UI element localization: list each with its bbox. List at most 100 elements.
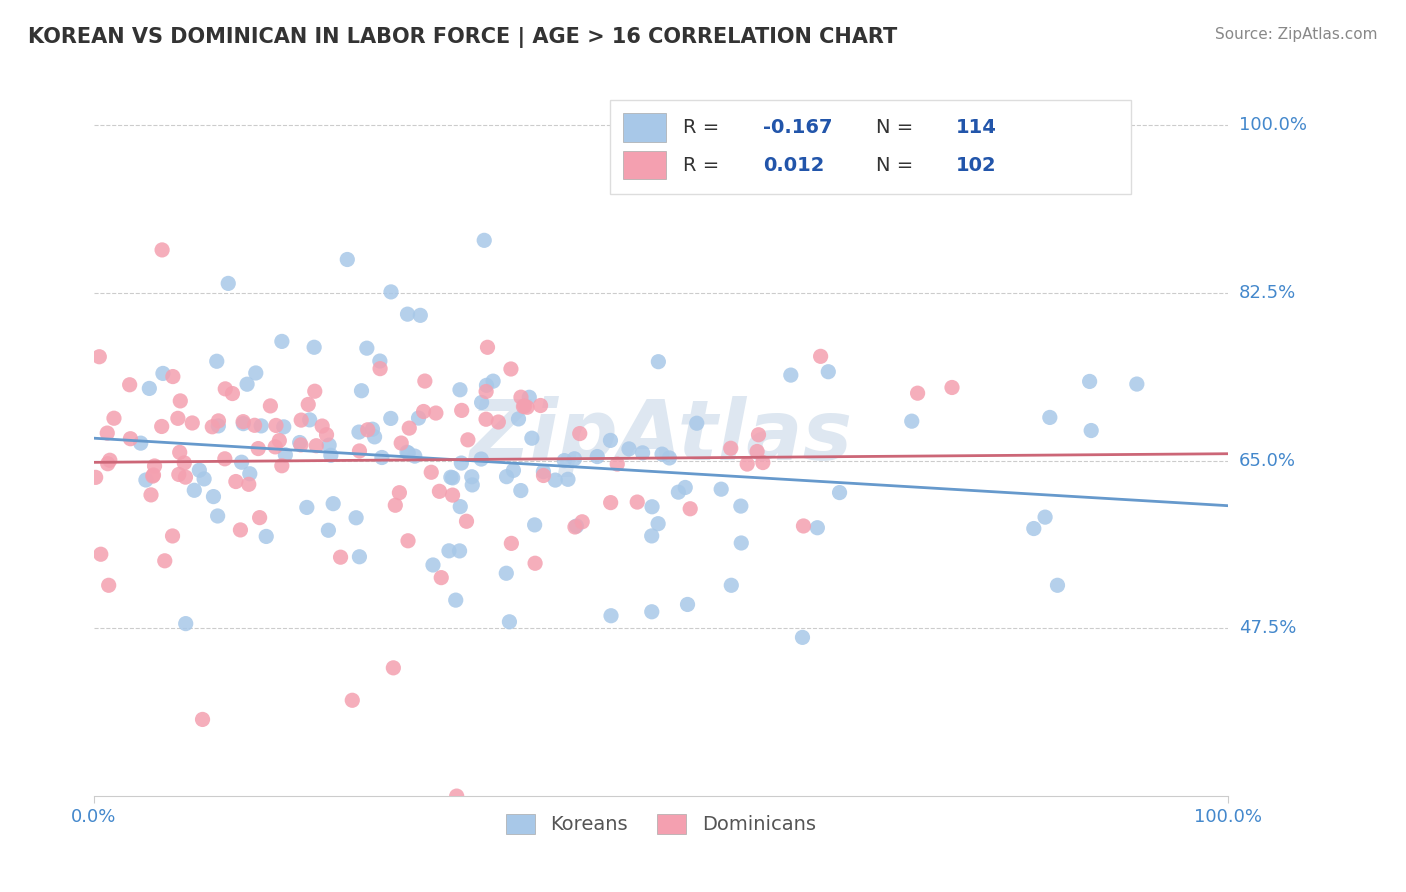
Point bbox=[295, 500, 318, 515]
Point bbox=[181, 416, 204, 430]
Text: 100.0%: 100.0% bbox=[1239, 116, 1306, 135]
Point bbox=[502, 463, 524, 477]
Point bbox=[501, 536, 523, 550]
Point bbox=[207, 508, 229, 523]
Point bbox=[304, 384, 326, 399]
Point bbox=[475, 378, 498, 392]
Point bbox=[143, 458, 166, 473]
Point bbox=[792, 519, 814, 533]
Point bbox=[336, 252, 359, 267]
Legend: Koreans, Dominicans: Koreans, Dominicans bbox=[496, 804, 825, 844]
FancyBboxPatch shape bbox=[610, 101, 1132, 194]
Point bbox=[356, 341, 378, 355]
Point bbox=[401, 804, 423, 818]
Point bbox=[191, 713, 214, 727]
Point bbox=[368, 354, 391, 368]
Point bbox=[269, 434, 291, 448]
Point bbox=[232, 417, 254, 431]
Point bbox=[529, 399, 551, 413]
Point bbox=[174, 616, 197, 631]
Point bbox=[586, 450, 609, 464]
Point bbox=[517, 390, 540, 404]
Point bbox=[349, 549, 371, 564]
Point bbox=[564, 451, 586, 466]
Point bbox=[90, 547, 112, 561]
Point bbox=[710, 482, 733, 496]
Point bbox=[214, 451, 236, 466]
Point bbox=[342, 693, 364, 707]
Text: 0.012: 0.012 bbox=[762, 155, 824, 175]
Point bbox=[368, 361, 391, 376]
Point bbox=[250, 418, 273, 433]
Point bbox=[349, 444, 371, 458]
Point bbox=[641, 605, 664, 619]
Point bbox=[631, 446, 654, 460]
Point bbox=[167, 467, 190, 482]
Point bbox=[544, 473, 567, 487]
Point bbox=[329, 550, 352, 565]
Point bbox=[398, 421, 420, 435]
Point bbox=[264, 440, 287, 454]
Point bbox=[413, 374, 436, 388]
Point bbox=[1080, 424, 1102, 438]
Point bbox=[142, 468, 165, 483]
Point bbox=[651, 447, 673, 461]
Point bbox=[214, 382, 236, 396]
Point bbox=[207, 418, 229, 433]
Text: R =: R = bbox=[683, 155, 733, 175]
Point bbox=[600, 608, 623, 623]
Point bbox=[666, 485, 689, 500]
Point bbox=[673, 480, 696, 494]
Point bbox=[162, 529, 184, 543]
Point bbox=[236, 377, 259, 392]
Point bbox=[441, 471, 464, 485]
Point bbox=[315, 427, 337, 442]
Point bbox=[512, 400, 534, 414]
Point bbox=[676, 598, 699, 612]
Point bbox=[531, 465, 554, 479]
Point bbox=[720, 578, 742, 592]
Point bbox=[225, 475, 247, 489]
Point bbox=[510, 390, 533, 404]
Point bbox=[475, 384, 498, 399]
Point bbox=[449, 500, 471, 514]
Point bbox=[471, 395, 494, 409]
Point bbox=[347, 425, 370, 439]
Point bbox=[524, 556, 547, 570]
Point bbox=[97, 457, 120, 471]
Point bbox=[1039, 410, 1062, 425]
Point bbox=[361, 422, 384, 436]
Point bbox=[472, 233, 495, 247]
Point bbox=[1046, 578, 1069, 592]
Point bbox=[626, 495, 648, 509]
Point bbox=[167, 411, 190, 425]
Point bbox=[470, 452, 492, 467]
Point bbox=[735, 457, 758, 471]
Point bbox=[557, 472, 579, 486]
Point bbox=[201, 419, 224, 434]
Point bbox=[173, 456, 195, 470]
Point bbox=[437, 544, 460, 558]
Point bbox=[389, 436, 412, 450]
Point bbox=[103, 411, 125, 425]
Point bbox=[152, 367, 174, 381]
Point bbox=[446, 789, 468, 803]
Point bbox=[747, 427, 769, 442]
Point bbox=[568, 426, 591, 441]
Point bbox=[730, 499, 752, 513]
Point bbox=[259, 399, 281, 413]
Point bbox=[380, 411, 402, 425]
Point bbox=[395, 445, 418, 459]
Point bbox=[449, 544, 471, 558]
Point bbox=[533, 468, 555, 483]
Point bbox=[553, 453, 575, 467]
Point bbox=[305, 439, 328, 453]
Point bbox=[207, 414, 229, 428]
Point bbox=[89, 350, 111, 364]
Point bbox=[817, 365, 839, 379]
Point bbox=[150, 419, 173, 434]
Point bbox=[249, 510, 271, 524]
Point bbox=[245, 366, 267, 380]
Point bbox=[450, 456, 472, 470]
Point bbox=[508, 412, 530, 426]
